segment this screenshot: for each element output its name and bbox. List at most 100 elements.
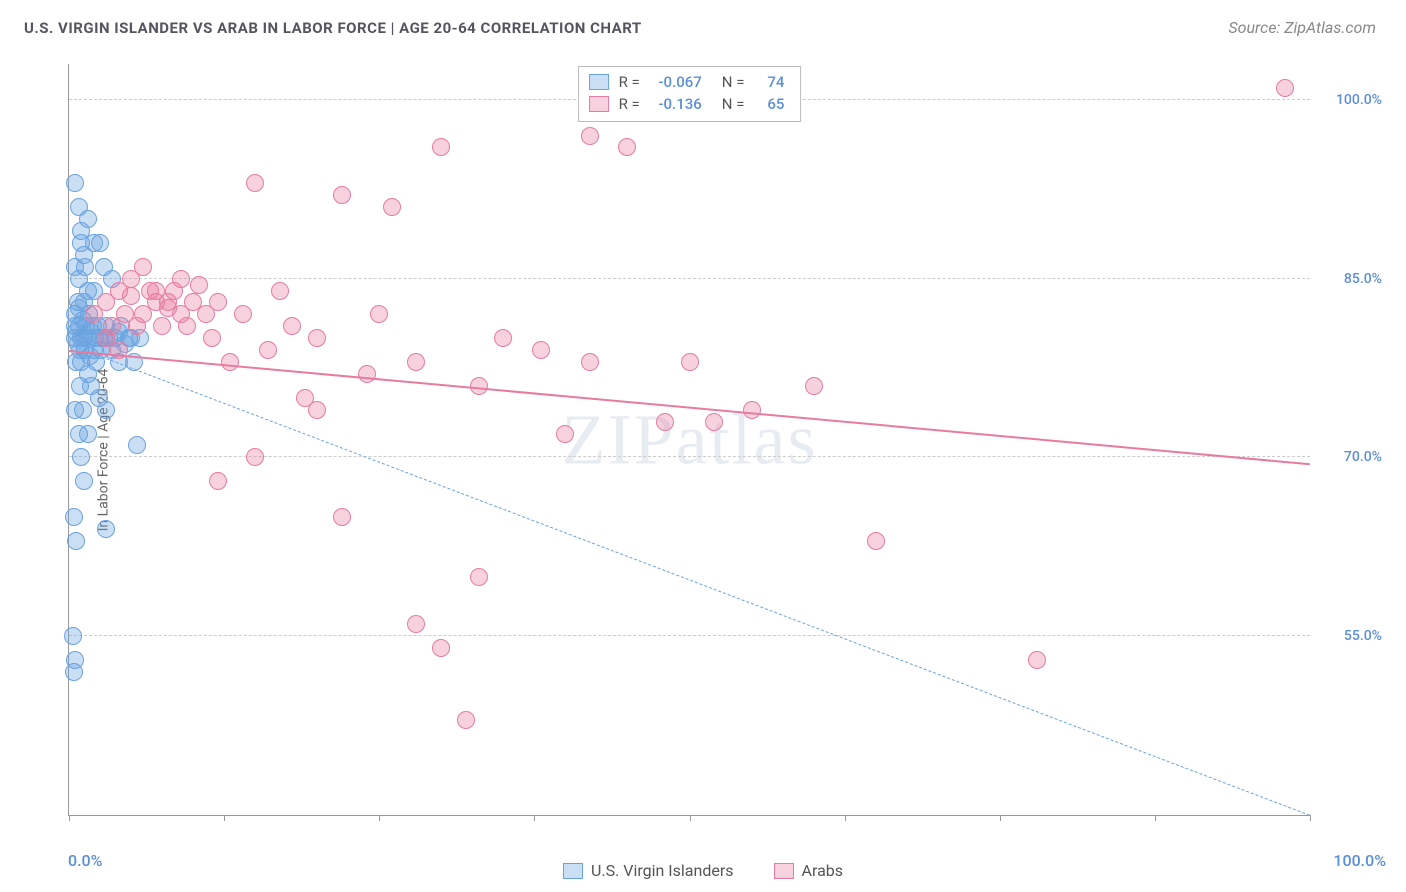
data-point (681, 353, 699, 371)
data-point (128, 436, 146, 454)
legend-row: R = -0.136 N = 65 (589, 93, 785, 115)
y-tick-label: 55.0% (1318, 628, 1382, 644)
data-point (122, 287, 140, 305)
data-point (805, 377, 823, 395)
x-tick (69, 815, 70, 821)
chart-title: U.S. VIRGIN ISLANDER VS ARAB IN LABOR FO… (24, 19, 642, 37)
data-point (259, 341, 277, 359)
data-point (85, 234, 103, 252)
data-point (172, 270, 190, 288)
data-point (178, 317, 196, 335)
source-link[interactable]: ZipAtlas.com (1284, 18, 1376, 37)
data-point (383, 198, 401, 216)
legend-r-label: R = (619, 71, 640, 93)
source-credit: Source: ZipAtlas.com (1228, 18, 1376, 37)
data-point (65, 663, 83, 681)
data-point (209, 293, 227, 311)
legend-item: U.S. Virgin Islanders (563, 861, 734, 880)
data-point (867, 532, 885, 550)
x-tick (379, 815, 380, 821)
plot-area: ZIPatlas R =-0.067N =74R =-0.136N =65 55… (68, 64, 1310, 816)
y-tick-label: 100.0% (1318, 92, 1382, 108)
x-tick (690, 815, 691, 821)
legend-r-label: R = (619, 93, 640, 115)
data-point (308, 329, 326, 347)
data-point (246, 448, 264, 466)
data-point (656, 413, 674, 431)
data-point (457, 711, 475, 729)
data-point (494, 329, 512, 347)
legend-n-value: 74 (754, 71, 784, 93)
data-point (1028, 651, 1046, 669)
data-point (1276, 79, 1294, 97)
legend-n-label: N = (722, 71, 745, 93)
data-point (370, 305, 388, 323)
data-point (64, 627, 82, 645)
legend-r-value: -0.067 (650, 71, 702, 93)
legend-label: Arabs (802, 861, 844, 880)
x-tick (1310, 815, 1311, 821)
data-point (67, 353, 85, 371)
legend-n-label: N = (722, 93, 745, 115)
data-point (618, 138, 636, 156)
legend-swatch (589, 96, 609, 112)
watermark: ZIPatlas (562, 398, 818, 481)
data-point (743, 401, 761, 419)
data-point (234, 305, 252, 323)
data-point (407, 615, 425, 633)
gridline (69, 635, 1310, 636)
data-point (358, 365, 376, 383)
x-tick (1155, 815, 1156, 821)
data-point (71, 377, 89, 395)
data-point (67, 532, 85, 550)
x-tick (1000, 815, 1001, 821)
chart-container: In Labor Force | Age 20-64 ZIPatlas R =-… (24, 56, 1390, 844)
y-tick-label: 70.0% (1318, 449, 1382, 465)
legend-row: R = -0.067 N = 74 (589, 71, 785, 93)
data-point (159, 293, 177, 311)
x-tick (845, 815, 846, 821)
data-point (190, 276, 208, 294)
legend-swatch (589, 74, 609, 90)
data-point (581, 127, 599, 145)
data-point (72, 448, 90, 466)
data-point (79, 210, 97, 228)
data-point (705, 413, 723, 431)
data-point (65, 508, 83, 526)
data-point (296, 389, 314, 407)
data-point (283, 317, 301, 335)
data-point (581, 353, 599, 371)
data-point (97, 401, 115, 419)
data-point (221, 353, 239, 371)
trend-line (69, 344, 1310, 816)
data-point (66, 174, 84, 192)
data-point (407, 353, 425, 371)
y-tick-label: 85.0% (1318, 271, 1382, 287)
data-point (532, 341, 550, 359)
data-point (333, 508, 351, 526)
data-point (79, 425, 97, 443)
data-point (209, 472, 227, 490)
data-point (432, 138, 450, 156)
data-point (74, 401, 92, 419)
x-tick (534, 815, 535, 821)
data-point (470, 568, 488, 586)
data-point (153, 317, 171, 335)
data-point (75, 472, 93, 490)
data-point (134, 258, 152, 276)
legend-label: U.S. Virgin Islanders (591, 861, 734, 880)
legend-n-value: 65 (754, 93, 784, 115)
data-point (97, 520, 115, 538)
correlation-legend: R = -0.067 N = 74 R = -0.136 N = 65 (578, 66, 802, 122)
gridline (69, 278, 1310, 279)
legend-swatch (563, 863, 583, 879)
data-point (246, 174, 264, 192)
series-legend: U.S. Virgin Islanders Arabs (0, 861, 1406, 880)
legend-swatch (774, 863, 794, 879)
data-point (70, 270, 88, 288)
legend-r-value: -0.136 (650, 93, 702, 115)
data-point (432, 639, 450, 657)
x-tick (224, 815, 225, 821)
legend-item: Arabs (774, 861, 844, 880)
data-point (333, 186, 351, 204)
